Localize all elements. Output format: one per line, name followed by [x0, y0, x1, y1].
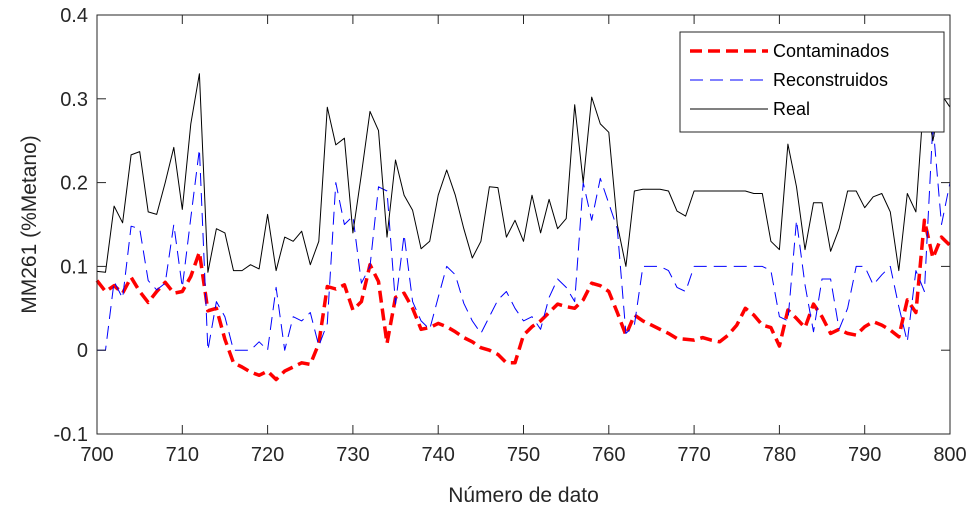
y-tick-label: 0	[77, 340, 88, 362]
y-axis-label: MM261 (%Metano)	[18, 135, 41, 314]
x-tick-label: 760	[592, 444, 625, 466]
x-tick-label: 750	[507, 444, 540, 466]
ticks-layer: 700 710 720 730 740 750 760 770 780 790 800 -0.1 0 0.…	[54, 5, 967, 466]
x-tick-label: 740	[422, 444, 455, 466]
series-line-real	[96, 73, 951, 273]
y-tick-label: 0.1	[60, 256, 88, 278]
x-tick-label: 720	[251, 444, 284, 466]
series-line-contaminados	[95, 218, 952, 382]
legend-label: Real	[773, 99, 810, 119]
legend-box	[679, 31, 945, 133]
y-tick-label: 0.2	[60, 173, 88, 195]
y-tick-label: -0.1	[54, 424, 88, 446]
legend: Contaminados Reconstruidos Real	[679, 31, 945, 133]
y-tick-label: 0.4	[60, 5, 88, 27]
x-tick-label: 780	[763, 444, 796, 466]
series-line-reconstruidos	[97, 123, 951, 351]
x-tick-label: 730	[336, 444, 369, 466]
x-tick-label: 790	[848, 444, 881, 466]
x-tick-label: 710	[166, 444, 199, 466]
legend-label: Contaminados	[773, 41, 889, 61]
x-tick-label: 800	[933, 444, 966, 466]
x-axis-label: Número de dato	[448, 484, 599, 507]
x-tick-label: 700	[80, 444, 113, 466]
x-tick-label: 770	[677, 444, 710, 466]
series-layer	[95, 73, 952, 382]
legend-label: Reconstruidos	[773, 70, 888, 90]
y-tick-label: 0.3	[60, 89, 88, 111]
